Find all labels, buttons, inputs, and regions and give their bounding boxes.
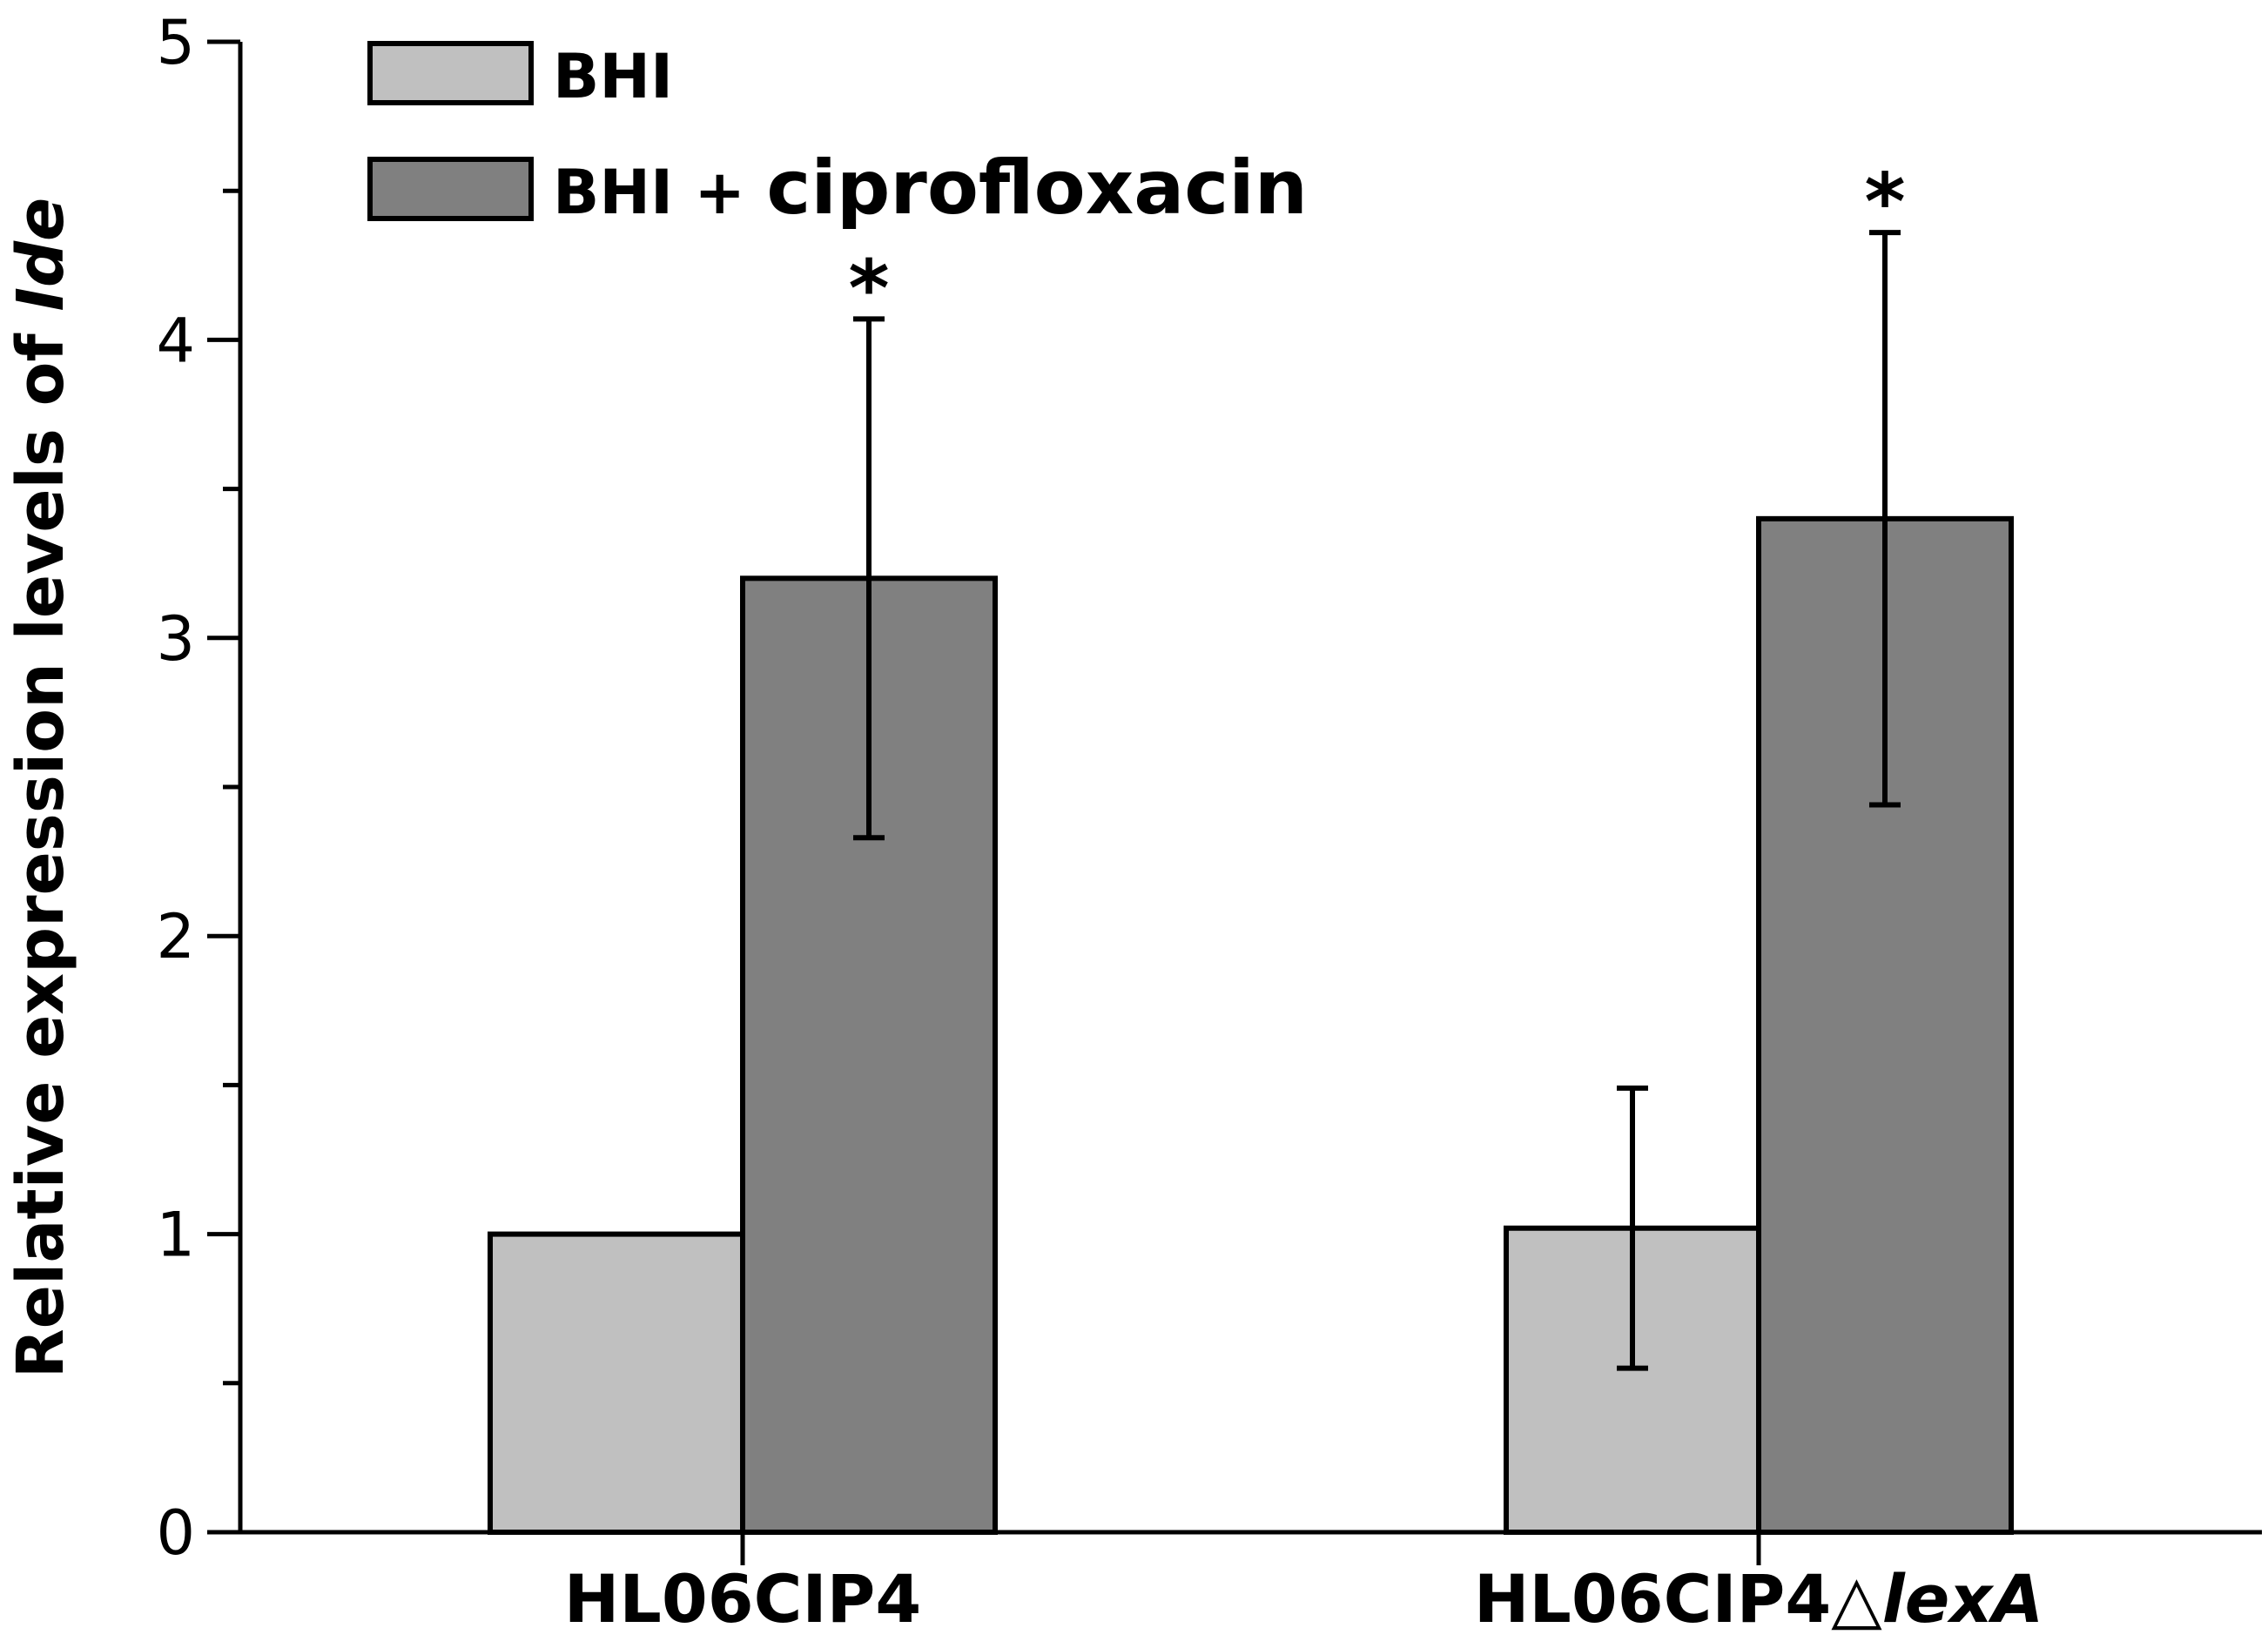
legend: BHI BHI + ciprofloxacin: [367, 41, 1308, 232]
legend-label-bhi-ciprofloxacin: BHI + ciprofloxacin: [553, 145, 1308, 232]
legend-swatch-bhi: [367, 41, 534, 105]
plot-area: **: [488, 157, 2014, 1536]
legend-label-bhi: BHI: [553, 41, 673, 112]
y-tick-label: 5: [156, 7, 195, 78]
significance-marker: *: [1864, 157, 1905, 248]
y-tick-label: 4: [156, 305, 195, 376]
y-tick-label: 0: [156, 1497, 195, 1569]
y-tick-label: 2: [156, 901, 195, 972]
legend-label-part: ciprofloxacin: [766, 145, 1308, 232]
legend-label-part: BHI +: [553, 157, 766, 228]
y-axis-label-text: Relative expression levels of: [3, 312, 78, 1379]
x-category-label: HL06CIP4: [564, 1560, 921, 1638]
x-axis-ticks: HL06CIP4 HL06CIP4△lexA: [564, 1532, 2043, 1638]
bar-bhi: [488, 1231, 745, 1535]
y-axis-label-gene: Ide: [3, 198, 78, 312]
y-tick-label: 1: [156, 1200, 195, 1271]
x-category-label-text: HL06CIP4△: [1474, 1560, 1882, 1638]
x-category-label-gene: lexA: [1882, 1560, 2043, 1638]
significance-marker: *: [848, 243, 889, 334]
y-tick-label: 3: [156, 603, 195, 675]
x-category-label-text: HL06CIP4: [564, 1560, 921, 1638]
legend-swatch-bhi-ciprofloxacin: [367, 157, 534, 221]
x-category-label: HL06CIP4△lexA: [1474, 1560, 2043, 1638]
y-axis-label: Relative expression levels of Ide: [3, 198, 78, 1378]
y-axis-ticks: 0 1 2 3 4 5: [156, 7, 240, 1569]
